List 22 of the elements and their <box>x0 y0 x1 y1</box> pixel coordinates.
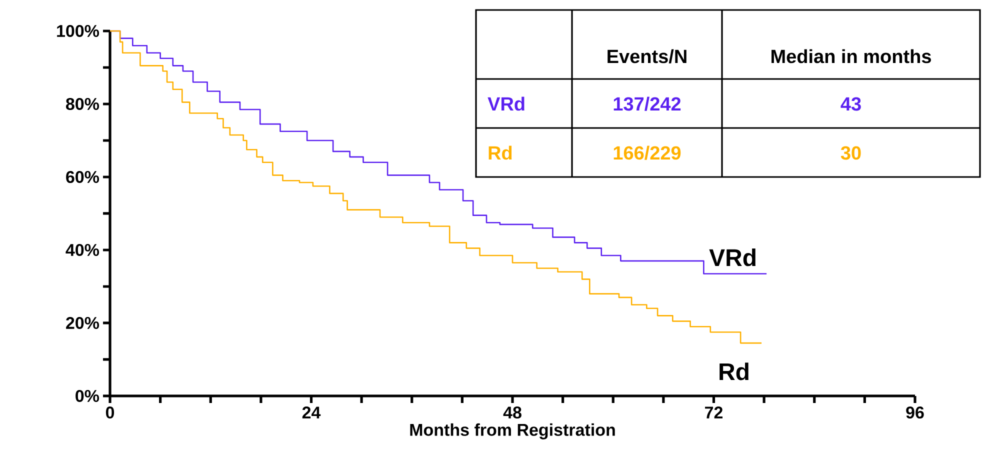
y-tick-label: 60% <box>66 170 100 184</box>
y-tick-label: 100% <box>57 24 100 38</box>
annotation: 166/229 <box>614 146 681 160</box>
annotation: 43 <box>840 97 861 111</box>
x-tick-label: 48 <box>503 406 522 419</box>
x-tick-label: 0 <box>106 406 114 419</box>
x-axis-title: Months from Registration <box>410 423 615 440</box>
annotation: Events/N <box>608 49 686 64</box>
series-label: VRd <box>709 248 756 266</box>
y-tick-label: 40% <box>66 244 100 256</box>
y-tick-label: 20% <box>66 316 100 330</box>
x-tick-label: 24 <box>302 406 321 418</box>
y-tick-label: 80% <box>66 98 100 110</box>
annotation: Median in months <box>772 49 931 64</box>
annotation: Rd <box>488 146 512 160</box>
x-tick-label: 96 <box>906 406 924 419</box>
annotation: 137/242 <box>614 96 681 111</box>
series-label: Rd <box>720 362 748 380</box>
annotation: VRd <box>488 96 524 111</box>
y-tick-label: 0% <box>76 390 100 402</box>
annotation: 30 <box>840 146 861 160</box>
x-tick-label: 72 <box>705 406 723 418</box>
